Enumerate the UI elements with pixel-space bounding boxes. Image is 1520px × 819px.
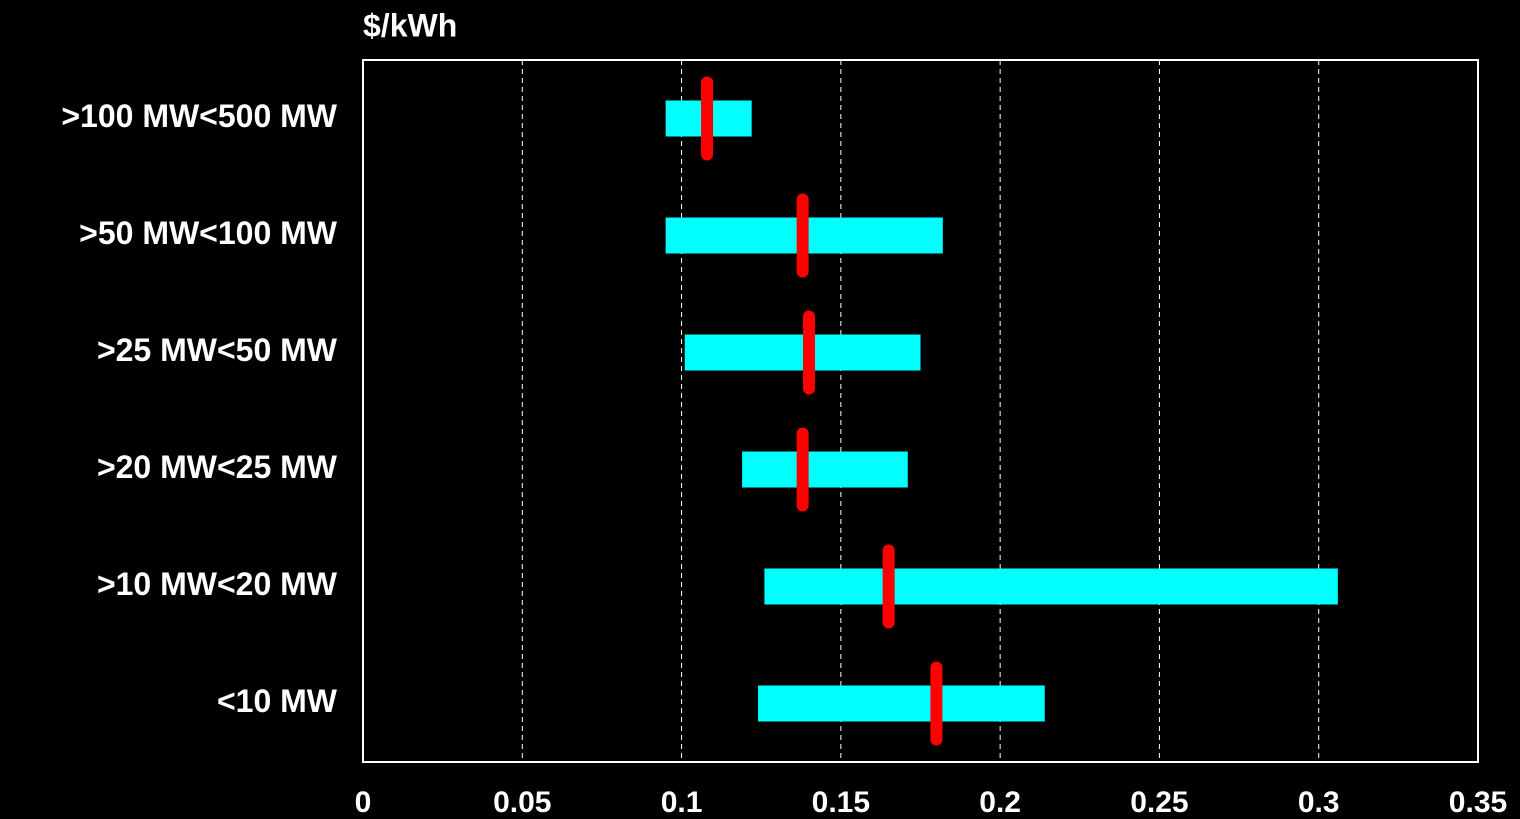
y-tick-label: >20 MW<25 MW	[97, 449, 338, 485]
range-bar	[742, 451, 908, 488]
x-tick-label: 0.05	[493, 786, 551, 819]
y-tick-label: >10 MW<20 MW	[97, 566, 338, 602]
axis-label: $/kWh	[363, 7, 457, 43]
x-tick-label: 0	[355, 786, 372, 819]
x-tick-label: 0.1	[661, 786, 703, 819]
y-tick-label: >25 MW<50 MW	[97, 332, 338, 368]
y-tick-label: >50 MW<100 MW	[79, 215, 338, 251]
x-tick-label: 0.25	[1130, 786, 1188, 819]
x-tick-label: 0.2	[979, 786, 1021, 819]
range-bar	[684, 334, 921, 371]
y-tick-label: >100 MW<500 MW	[61, 98, 337, 134]
x-tick-label: 0.3	[1298, 786, 1340, 819]
range-bar	[758, 685, 1045, 722]
x-tick-label: 0.35	[1449, 786, 1507, 819]
y-tick-label: <10 MW	[217, 683, 338, 719]
x-tick-label: 0.15	[812, 786, 870, 819]
range-bar	[764, 568, 1338, 605]
plot-frame	[362, 59, 1479, 763]
